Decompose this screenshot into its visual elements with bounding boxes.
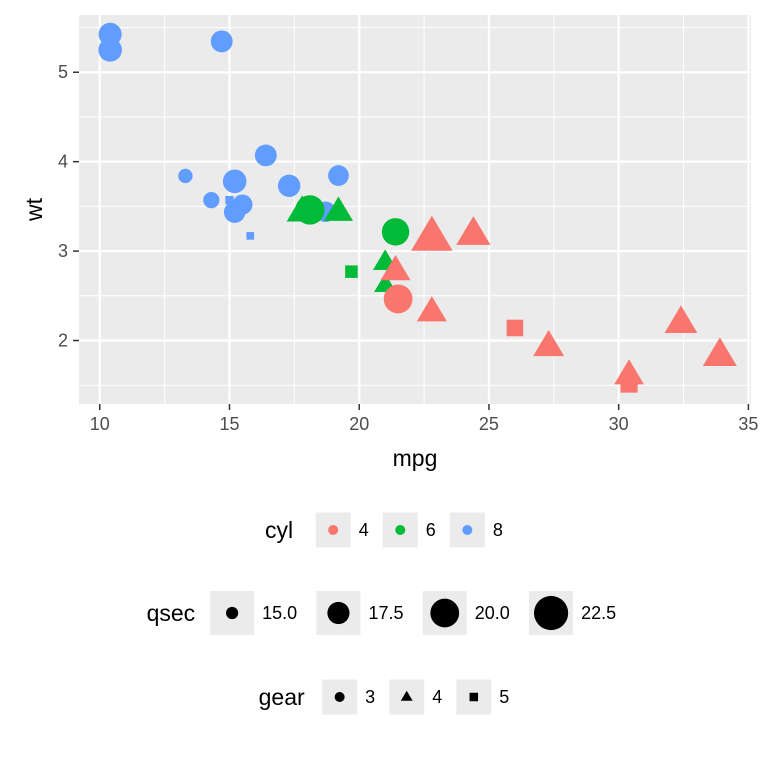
y-axis-title: wt [21, 197, 47, 222]
data-point [664, 305, 698, 333]
legend-label-gear-3: 3 [365, 687, 375, 707]
legends: cyl 4 6 8 qsec 15.0 17.5 20.0 22.5 gear 3 4 5 [147, 512, 616, 715]
axes: 10 15 20 25 30 35 2 3 4 5 [58, 62, 758, 434]
data-point [506, 319, 524, 337]
y-tick-label: 2 [58, 331, 68, 351]
legend-title-qsec: qsec [147, 600, 196, 626]
legend-label-qsec-20.0: 20.0 [475, 603, 510, 623]
y-tick-label: 3 [58, 241, 68, 261]
data-point [381, 218, 410, 246]
data-point [533, 330, 565, 357]
data-point [620, 375, 638, 393]
data-point [246, 232, 255, 240]
legend-label-cyl-8: 8 [493, 520, 503, 540]
data-point [411, 215, 453, 251]
data-point [380, 254, 411, 281]
legend-key-qsec-22.5 [533, 595, 569, 631]
data-point [456, 216, 491, 245]
legend-label-cyl-4: 4 [359, 520, 369, 540]
data-point [286, 195, 318, 222]
data-point [223, 201, 246, 223]
legend-key-gear-3 [334, 692, 345, 702]
legend-key-qsec-17.5 [327, 601, 350, 625]
data-point [323, 196, 353, 221]
plot-background [79, 15, 751, 404]
legend-label-qsec-22.5: 22.5 [581, 603, 616, 623]
data-point [702, 337, 737, 366]
data-point [277, 174, 301, 198]
y-tick-label: 4 [58, 152, 68, 172]
data-point [178, 168, 193, 184]
data-point [225, 195, 234, 205]
data-point [416, 296, 447, 322]
legend-label-gear-4: 4 [432, 687, 442, 707]
legend-key-gear-5 [469, 692, 479, 702]
data-point [210, 30, 233, 53]
data-point [203, 191, 220, 209]
legend-key-qsec-20.0 [430, 598, 460, 628]
y-tick-label: 5 [58, 62, 68, 82]
data-point [383, 284, 413, 314]
gridlines [79, 15, 751, 404]
legend-title-gear: gear [259, 684, 305, 710]
legend-label-cyl-6: 6 [426, 520, 436, 540]
x-tick-label: 20 [349, 414, 369, 434]
data-point [98, 22, 122, 46]
legend-label-qsec-15.0: 15.0 [262, 603, 297, 623]
data-point [328, 165, 349, 186]
data-point [254, 144, 277, 167]
legend-title-cyl: cyl [265, 517, 293, 543]
data-point [345, 265, 358, 278]
x-tick-label: 10 [90, 414, 110, 434]
legend-key-cyl-4 [328, 525, 339, 535]
legend-key-cyl-8 [462, 525, 473, 535]
x-tick-label: 15 [219, 414, 239, 434]
x-axis-title: mpg [393, 445, 438, 471]
x-tick-label: 25 [479, 414, 499, 434]
legend-key-gear-4 [400, 690, 413, 701]
x-tick-label: 35 [738, 414, 758, 434]
legend-label-qsec-17.5: 17.5 [368, 603, 403, 623]
legend-key-cyl-6 [395, 525, 406, 535]
legend-key-qsec-15.0 [226, 606, 239, 620]
x-tick-label: 30 [609, 414, 629, 434]
legend-label-gear-5: 5 [499, 687, 509, 707]
data-point [222, 169, 247, 194]
data-points [98, 22, 737, 393]
